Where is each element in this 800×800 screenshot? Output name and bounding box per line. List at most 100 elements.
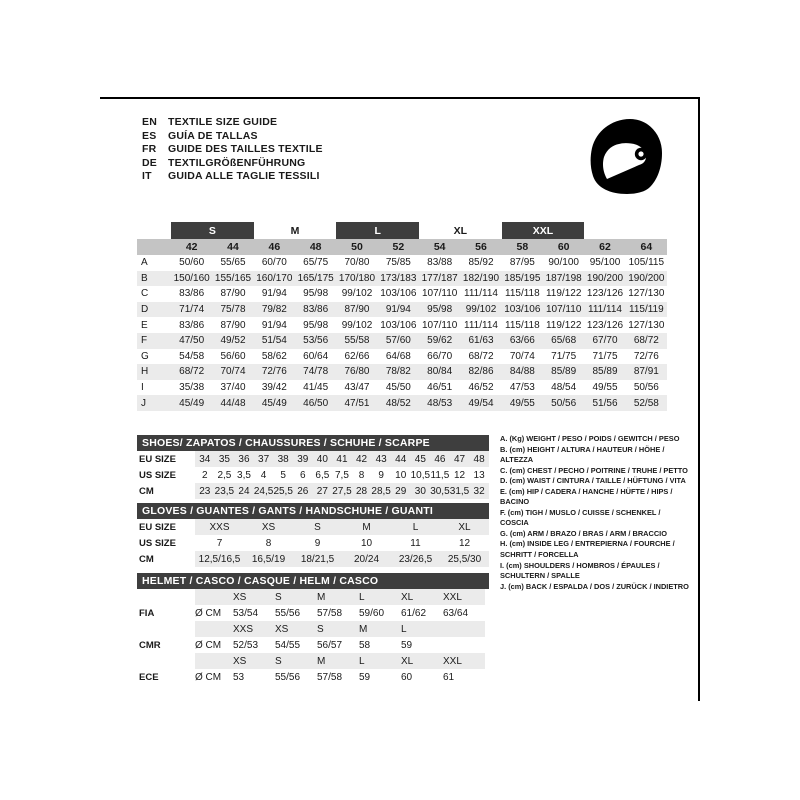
- shoes-cell: 31,5: [449, 483, 470, 499]
- measurement-cell: 66/70: [427, 350, 453, 362]
- shoes-cell: 23,5: [214, 483, 235, 499]
- measurement-cell: 99/102: [341, 288, 373, 300]
- measurement-cell: 123/126: [586, 288, 624, 300]
- measurement-cell: 46/51: [427, 382, 453, 394]
- measurement-cell: 50/56: [633, 382, 659, 394]
- legend-item: D. (cm) WAIST / CINTURA / TAILLE / HÜFTU…: [500, 476, 686, 486]
- measurement-cell: 123/126: [586, 319, 624, 331]
- gloves-cell: 7: [216, 537, 223, 549]
- size-number: 62: [584, 239, 626, 255]
- measurement-cell: 119/122: [545, 288, 582, 300]
- language-title: GUIDA ALLE TAGLIE TESSILI: [168, 170, 320, 183]
- measurement-cell: 71/74: [171, 301, 213, 318]
- measurement-cell: 111/114: [584, 301, 626, 318]
- measurement-cell: 60/70: [261, 257, 287, 269]
- measurement-cell: 103/106: [380, 288, 417, 300]
- measurement-cell: 85/89: [584, 364, 626, 380]
- helmet-measurement-cell: 61/62: [401, 607, 427, 619]
- helmet-size-label: XS: [233, 589, 275, 605]
- helmet-measurement-cell: 54/55: [275, 639, 301, 651]
- size-number: 64: [625, 239, 667, 255]
- measurement-cell: 111/114: [464, 319, 498, 331]
- language-title: TEXTILE SIZE GUIDE: [168, 116, 278, 128]
- measurement-cell: 45/49: [253, 395, 295, 411]
- helmet-measurement-cell: 59/60: [359, 607, 385, 619]
- language-row: ES GUÍA DE TALLAS: [142, 130, 323, 144]
- measurement-cell: 35/38: [179, 382, 205, 394]
- measurement-cell: 85/89: [543, 364, 585, 380]
- measurement-row-label: J: [137, 395, 171, 411]
- size-number: 54: [419, 239, 461, 255]
- helmet-unit-spacer: [195, 653, 233, 669]
- measurement-cell: 48/52: [377, 395, 419, 411]
- measurement-cell: 75/85: [385, 257, 411, 269]
- helmet-measurement-cell: 58: [359, 639, 371, 651]
- shoes-cell: 35: [214, 451, 235, 467]
- helmet-unit-label: Ø CM: [195, 671, 222, 683]
- helmet-value-row: ECE Ø CM 53 55/56 57/58 59 60 61: [137, 669, 485, 685]
- frame-right-border: [698, 97, 700, 701]
- frame-top-border: [100, 97, 700, 99]
- language-title: GUIDE DES TAILLES TEXTILE: [168, 143, 323, 156]
- legend-item: C. (cm) CHEST / PECHO / POITRINE / TRUHE…: [500, 465, 688, 475]
- helmet-size-label: L: [401, 621, 443, 637]
- measurement-cell: 150/160: [171, 270, 213, 287]
- gloves-cell: M: [342, 519, 391, 535]
- measurement-cell: 127/130: [628, 288, 665, 300]
- measurement-cell: 71/75: [592, 350, 618, 362]
- helmet-size-row-spacer: [137, 653, 195, 669]
- measurement-cell: 49/55: [592, 382, 618, 394]
- measurement-cell: 115/118: [505, 288, 540, 300]
- measurement-cell: 107/110: [421, 288, 458, 300]
- measurement-cell: 46/50: [295, 395, 337, 411]
- measurement-cell: 53/56: [295, 332, 337, 349]
- measurement-cell: 160/170: [253, 270, 295, 287]
- measurement-cell: 83/88: [427, 257, 453, 269]
- measurement-row-label: H: [137, 364, 171, 380]
- gloves-row-label: CM: [137, 551, 195, 567]
- measurement-cell: 39/42: [261, 382, 287, 394]
- table-row: A 50/60 55/65 60/70 65/75 70/80 75/85 83/88 85/9…: [137, 255, 667, 271]
- measurement-cell: 185/195: [501, 270, 543, 287]
- helmet-size-label: XS: [275, 621, 317, 637]
- helmet-size-label: XXL: [443, 589, 485, 605]
- measurement-cell: 85/92: [468, 257, 494, 269]
- size-band-spacer: [137, 222, 171, 239]
- measurement-row-label: I: [141, 382, 144, 394]
- table-row: US SIZE 7 8 9 10 11 12: [137, 535, 489, 551]
- legend-item: SCHRITT / FORCELLA: [500, 550, 579, 560]
- measurement-cell: 52/58: [625, 395, 667, 411]
- shoes-cell: 37: [253, 451, 274, 467]
- measurement-cell: 44/48: [212, 395, 254, 411]
- measurement-cell: 62/66: [344, 350, 370, 362]
- measurement-cell: 87/91: [625, 364, 667, 380]
- shoes-cell: 27,5: [332, 483, 352, 499]
- measurement-cell: 43/47: [344, 382, 370, 394]
- size-number: 46: [253, 239, 295, 255]
- shoes-size-table: SHOES/ ZAPATOS / CHAUSSURES / SCHUHE / S…: [137, 435, 489, 499]
- language-code: IT: [142, 170, 152, 183]
- measurement-cell: 82/86: [460, 364, 502, 380]
- table-row: B 150/160 155/165 160/170 165/175 170/180 173/…: [137, 270, 667, 287]
- measurement-cell: 60/64: [303, 350, 329, 362]
- measurement-row-label: D: [137, 301, 171, 318]
- helmet-unit-label: Ø CM: [195, 639, 222, 651]
- shoes-cell: 32: [469, 483, 489, 499]
- measurement-cell: 51/56: [584, 395, 626, 411]
- shoes-cell: 36: [234, 451, 254, 467]
- helmet-size-row: XS S M L XL XXL: [137, 589, 485, 605]
- shoes-cell: 2,5: [217, 469, 232, 481]
- helmet-measurement-cell: 59: [359, 671, 371, 683]
- table-row: CM 23 23,5 24 24,5 25,5 26 27 27,5 28 28,5 29 30 30,5…: [137, 483, 489, 499]
- language-code: ES: [142, 129, 157, 142]
- measurement-cell: 75/78: [212, 301, 254, 318]
- gloves-size-table: GLOVES / GUANTES / GANTS / HANDSCHUHE / …: [137, 503, 489, 567]
- measurement-row-label: E: [141, 319, 148, 331]
- legend-item: A. (Kg) WEIGHT / PESO / POIDS / GEWITCH …: [500, 434, 680, 443]
- legend-item: J. (cm) BACK / ESPALDA / DOS / ZURÜCK / …: [500, 581, 689, 591]
- shoes-row-label: US SIZE: [137, 467, 195, 483]
- measurement-cell: 37/40: [220, 382, 246, 394]
- measurement-cell: 95/98: [303, 288, 329, 300]
- shoes-cell: 7,5: [335, 469, 349, 481]
